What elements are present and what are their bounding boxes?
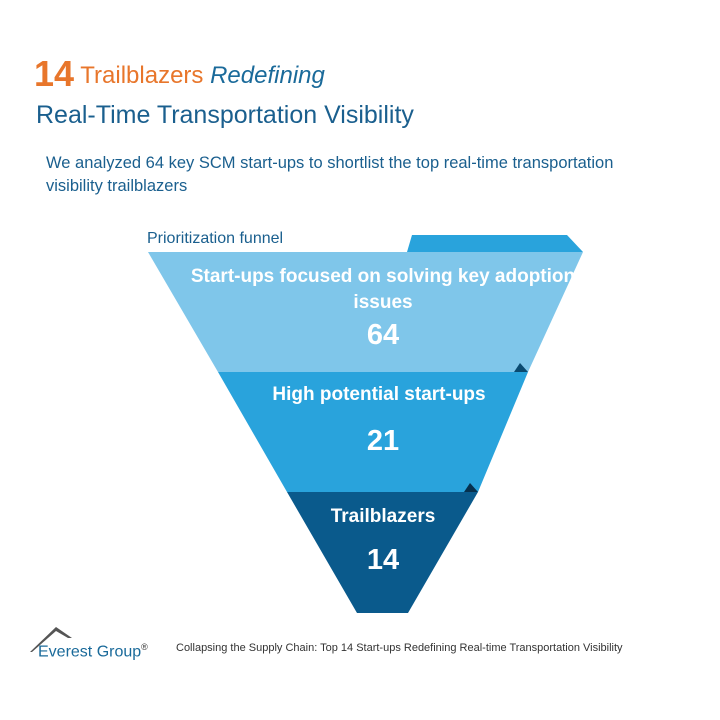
everest-group-logo: Everest Group® [38,637,148,662]
title-word: Trailblazers [80,62,204,89]
page-title-line1: 14 Trailblazers Redefining [34,54,325,96]
funnel-fold-2 [464,483,478,492]
funnel-stage-3-shape [287,492,478,613]
funnel-fold-1 [514,363,528,372]
funnel-stage-1-value: 64 [366,319,400,351]
funnel-tab [407,235,583,252]
title-number: 14 [34,53,75,94]
title-italic: Redefining [210,62,325,89]
funnel-stage-2-shape [218,372,528,492]
everest-logo-mountain [30,627,72,652]
registered-mark: ® [141,642,148,652]
funnel-stage-1-shape [148,252,583,372]
funnel-stage-1-label: Start-ups focused on solving key adoptio… [190,266,576,313]
funnel-label: Prioritization funnel [147,230,284,247]
funnel-stage-2-label: High potential start-ups [272,384,486,405]
footer-caption: Collapsing the Supply Chain: Top 14 Star… [176,642,623,654]
funnel-stage-3-label: Trailblazers [330,506,436,527]
funnel-stage-3-value: 14 [366,544,400,576]
logo-text: Everest Group [38,643,142,661]
subtitle: We analyzed 64 key SCM start-ups to shor… [46,154,614,195]
page-title-line2: Real-Time Transportation Visibility [36,101,414,129]
funnel-stage-2-value: 21 [366,425,400,457]
